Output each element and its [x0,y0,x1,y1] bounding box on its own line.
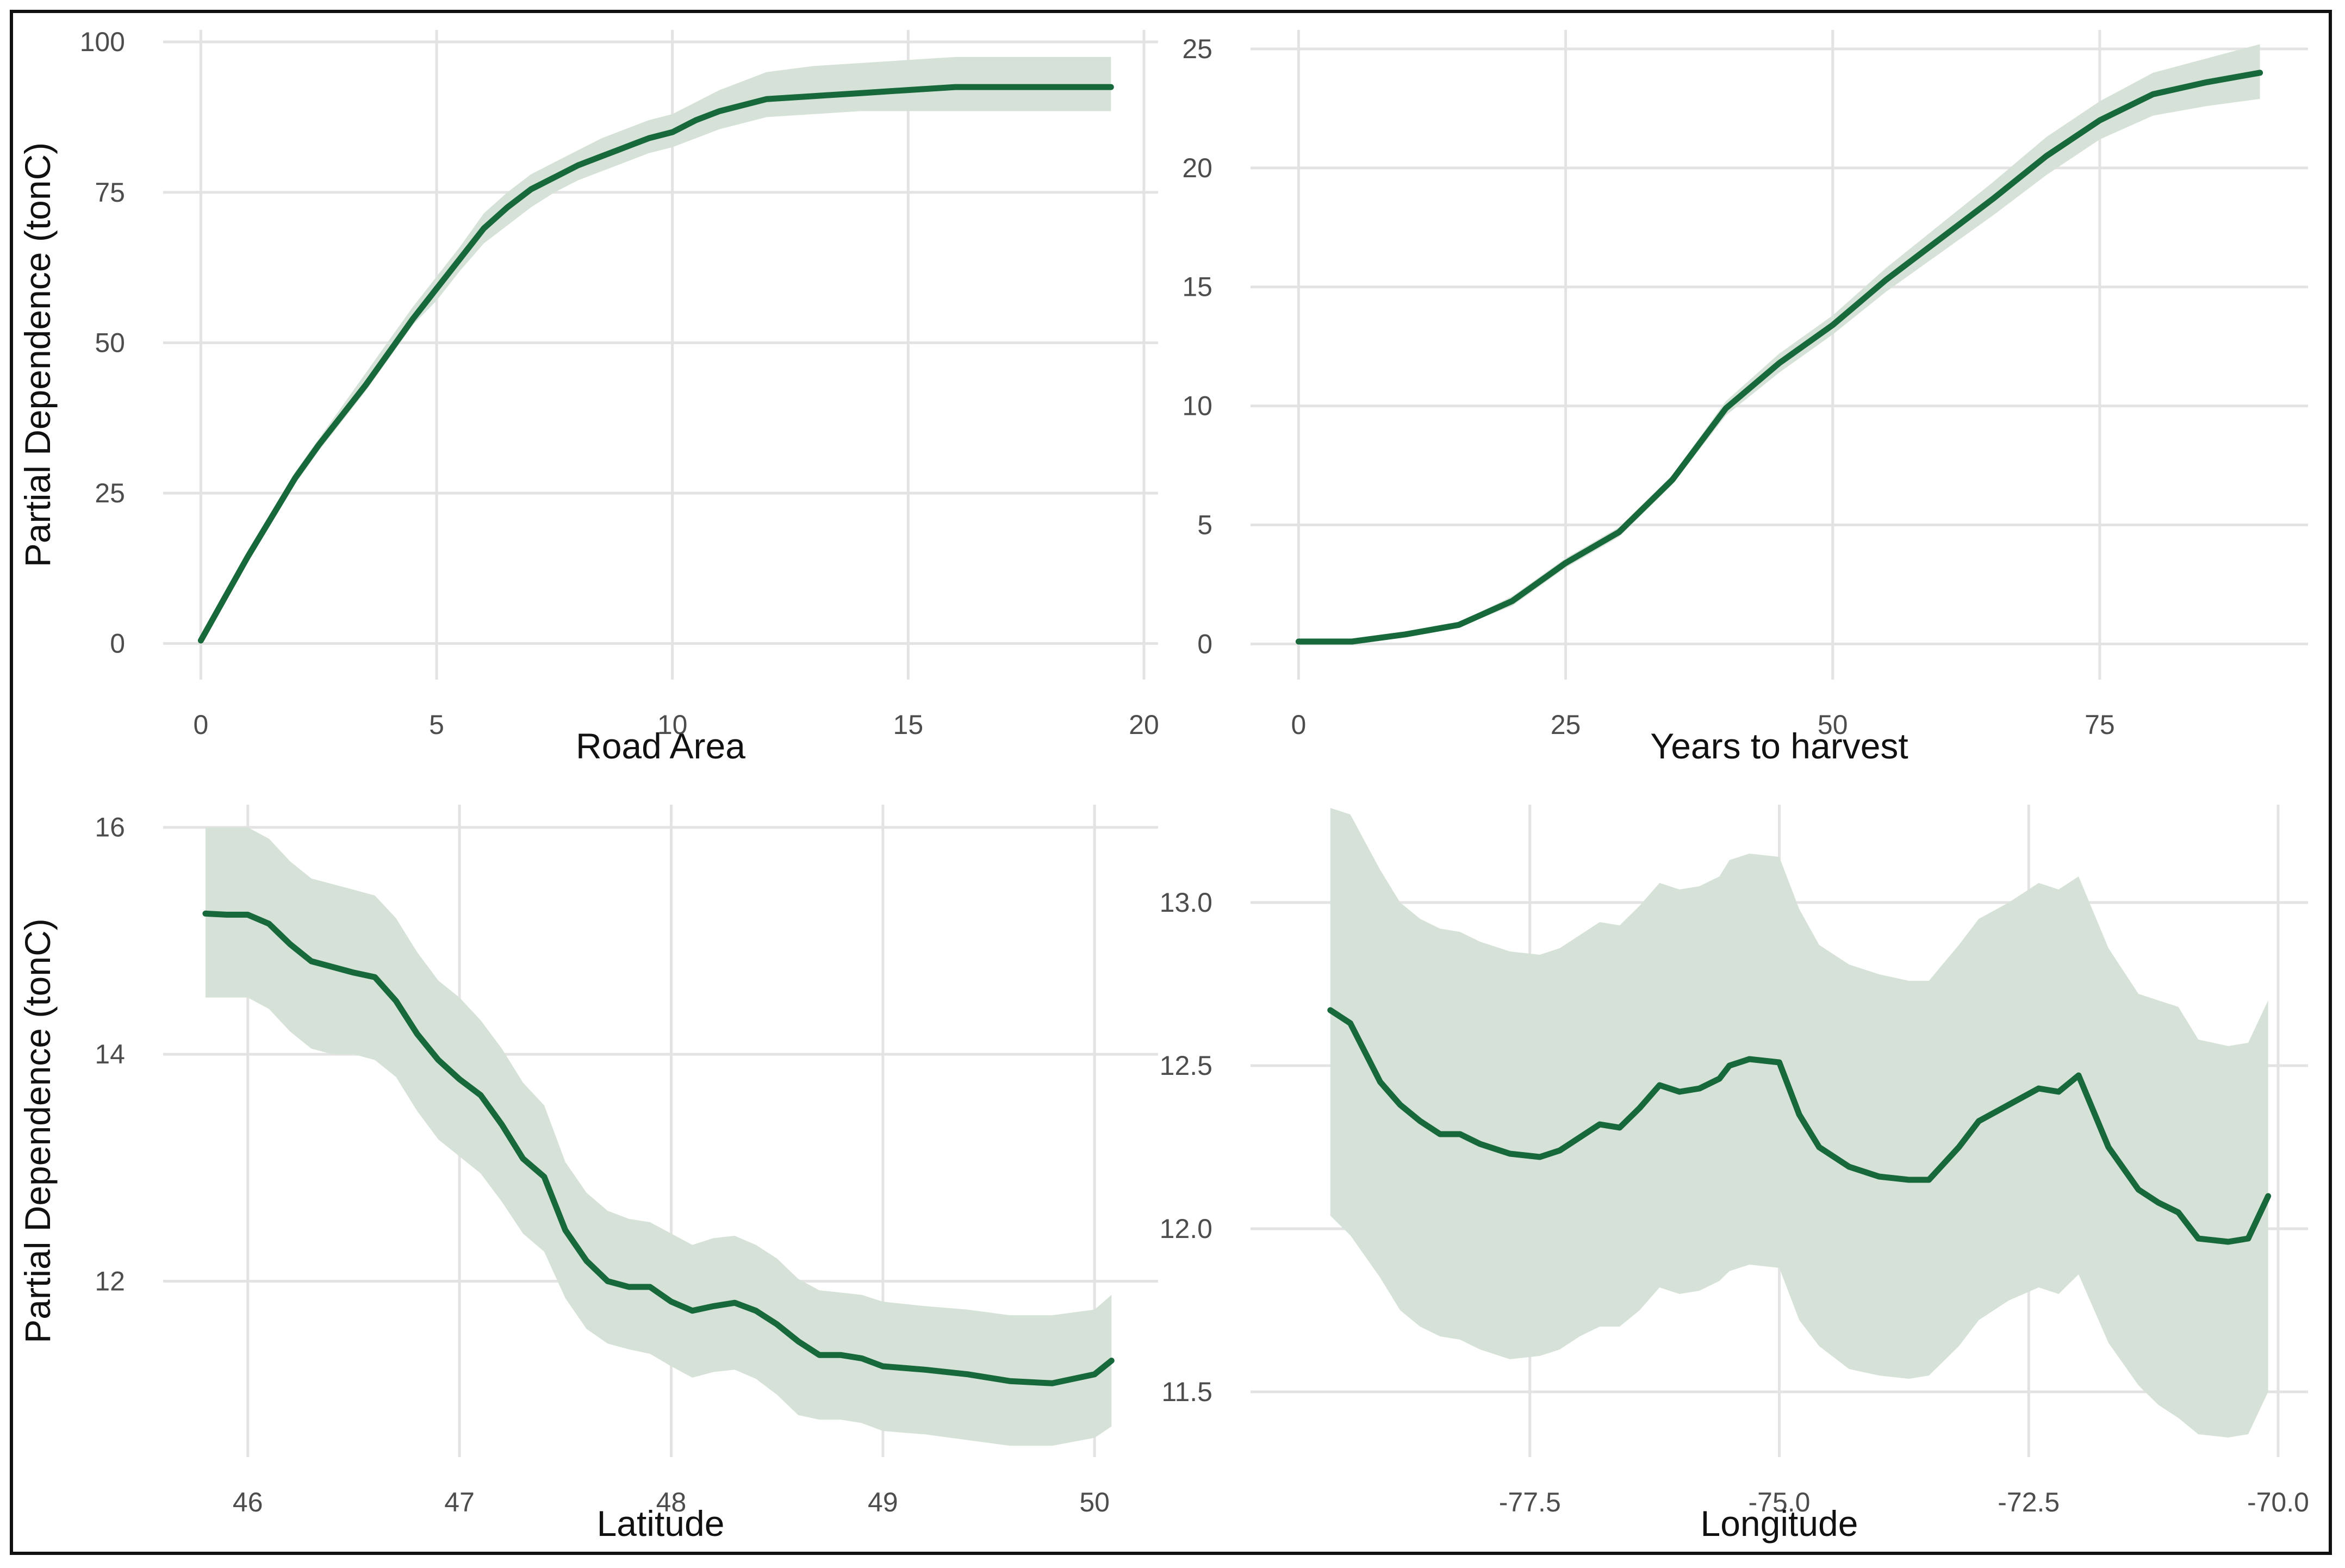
y-tick-label: 50 [95,327,125,358]
x-tick-label: -70.0 [2247,1487,2309,1517]
dependence-line [1295,70,2263,645]
x-tick-label: 20 [1129,710,1159,740]
x-axis-label: Latitude [597,1503,725,1544]
panel-road-area: 0 5 10 15 20 0 25 50 75 100 Road Area Partial Depen… [17,27,1159,766]
y-tick-label: 16 [95,812,125,843]
confidence-band [201,57,1111,644]
x-tick-label: 15 [893,710,924,740]
y-tick-label: 12 [95,1266,125,1297]
x-axis-label: Road Area [576,726,745,766]
panel-years-to-harvest: 0 25 50 75 0 5 10 15 20 25 Years to harvest [1182,30,2308,766]
x-tick-label: 75 [2085,710,2115,740]
dependence-line [202,910,1115,1386]
y-axis-label: Partial Dependence (tonC) [17,918,58,1343]
y-tick-label: 10 [1182,391,1212,421]
x-tick-label: -72.5 [1998,1487,2060,1517]
y-tick-label: 13.0 [1160,887,1212,918]
panel-latitude: 46 47 48 49 50 12 14 16 Latitude Partial Dependen… [17,805,1158,1544]
y-tick-label: 12.5 [1160,1050,1212,1081]
x-tick-label: 50 [1079,1487,1110,1517]
x-axis-label: Longitude [1701,1503,1858,1544]
y-tick-label: 11.5 [1161,1377,1212,1407]
y-tick-label: 0 [110,629,125,659]
y-tick-label: 75 [95,177,125,208]
x-axis-label: Years to harvest [1650,726,1908,766]
dependence-line [197,84,1114,644]
x-tick-label: 0 [1291,710,1307,740]
y-tick-label: 15 [1182,272,1212,302]
x-tick-label: 0 [193,710,208,740]
x-tick-label: 25 [1551,710,1581,740]
confidence-band [1298,44,2260,643]
dependence-line [1327,1007,2272,1245]
y-tick-label: 100 [80,27,125,57]
y-tick-label: 25 [95,478,125,508]
x-tick-label: -75.0 [1749,1487,1811,1517]
y-tick-label: 20 [1182,153,1212,183]
x-tick-label: 46 [233,1487,263,1517]
y-tick-label: 14 [95,1039,125,1069]
x-tick-label: 10 [657,710,688,740]
confidence-band [205,827,1112,1446]
x-tick-label: 49 [868,1487,898,1517]
x-tick-label: 47 [444,1487,475,1517]
y-tick-label: 0 [1197,629,1212,659]
x-tick-label: 48 [656,1487,687,1517]
y-axis-label: Partial Dependence (tonC) [17,142,58,567]
y-tick-label: 25 [1182,34,1212,64]
x-tick-label: 5 [429,710,444,740]
y-tick-label: 12.0 [1160,1214,1212,1244]
confidence-band [1330,808,2268,1438]
y-tick-label: 5 [1197,509,1212,540]
x-tick-label: -77.5 [1499,1487,1561,1517]
x-tick-label: 50 [1818,710,1848,740]
panel-longitude: -77.5 -75.0 -72.5 -70.0 11.5 12.0 12.5 13.0 Long… [1160,805,2309,1544]
